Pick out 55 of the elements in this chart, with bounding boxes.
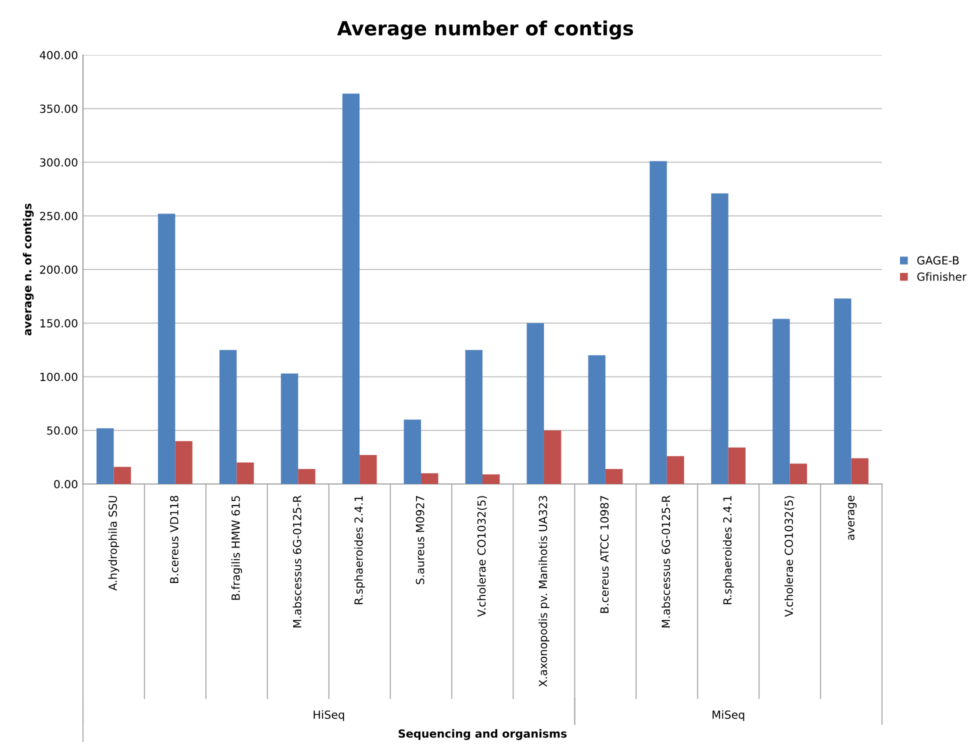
bar xyxy=(421,473,438,484)
chart-title: Average number of contigs xyxy=(337,20,634,40)
x-tick-label: average xyxy=(848,496,857,540)
bar xyxy=(544,430,562,484)
bar xyxy=(96,428,114,484)
y-tick-label: 350.00 xyxy=(40,104,78,114)
bar xyxy=(298,468,316,484)
bar xyxy=(834,298,852,484)
x-axis-title: Sequencing and organisms xyxy=(398,729,567,740)
x-tick-label: S.aureus M0927 xyxy=(416,496,424,584)
bar xyxy=(666,456,684,484)
bar xyxy=(219,350,237,484)
bar xyxy=(360,455,377,484)
x-tick-label: M.abscessus 6G-0125-R xyxy=(662,495,670,628)
y-tick-label: 100.00 xyxy=(40,372,78,382)
x-tick-label: M.abscessus 6G-0125-R xyxy=(292,495,302,628)
text: HiSeq xyxy=(314,710,344,722)
bar xyxy=(851,458,868,484)
bar xyxy=(772,318,790,484)
bar xyxy=(711,193,728,484)
x-tick-label: R.sphaeroides 2.4.1 xyxy=(722,496,734,604)
text: MiSeq xyxy=(712,710,744,722)
x-tick-label: X.axonopodis pv. Manihotis UA323 xyxy=(538,496,550,687)
legend-label: Gfinisher xyxy=(917,272,967,281)
bar xyxy=(280,374,298,484)
y-tick-label: 250.00 xyxy=(40,212,78,220)
bar xyxy=(465,350,482,484)
bar xyxy=(588,355,606,484)
x-tick-label: B.fragilis HMW 615 xyxy=(231,496,242,600)
y-tick-label: 50.00 xyxy=(47,426,78,435)
x-tick-label: A.hydrophila SSU xyxy=(108,496,120,591)
x-tick-label: B.cereus ATCC 10987 xyxy=(600,496,609,613)
y-axis-title: average n. of contigs xyxy=(22,204,34,336)
bar xyxy=(114,466,131,484)
bar xyxy=(790,464,808,484)
x-tick-label: V.cholerae CO1032(5) xyxy=(477,496,488,617)
x-tick-label: B.cereus VD118 xyxy=(170,496,178,583)
y-tick-label: 0.00 xyxy=(54,480,78,488)
y-tick-label: 150.00 xyxy=(40,319,78,328)
y-tick-label: 400.00 xyxy=(40,50,78,60)
y-tick-label: 200.00 xyxy=(40,265,78,274)
bar xyxy=(175,441,192,484)
bar xyxy=(728,448,746,484)
bar xyxy=(482,474,500,484)
bar xyxy=(158,214,176,484)
legend-label: GAGE-B xyxy=(917,256,959,265)
bar xyxy=(650,161,667,484)
bar xyxy=(605,468,623,484)
bar xyxy=(342,94,360,484)
x-tick-label: V.cholerae CO1032(5) xyxy=(784,496,794,617)
y-tick-label: 300.00 xyxy=(40,158,78,167)
bar xyxy=(404,420,422,484)
bar xyxy=(236,462,254,484)
bar xyxy=(526,323,544,484)
x-tick-label: R.sphaeroides 2.4.1 xyxy=(354,496,365,604)
